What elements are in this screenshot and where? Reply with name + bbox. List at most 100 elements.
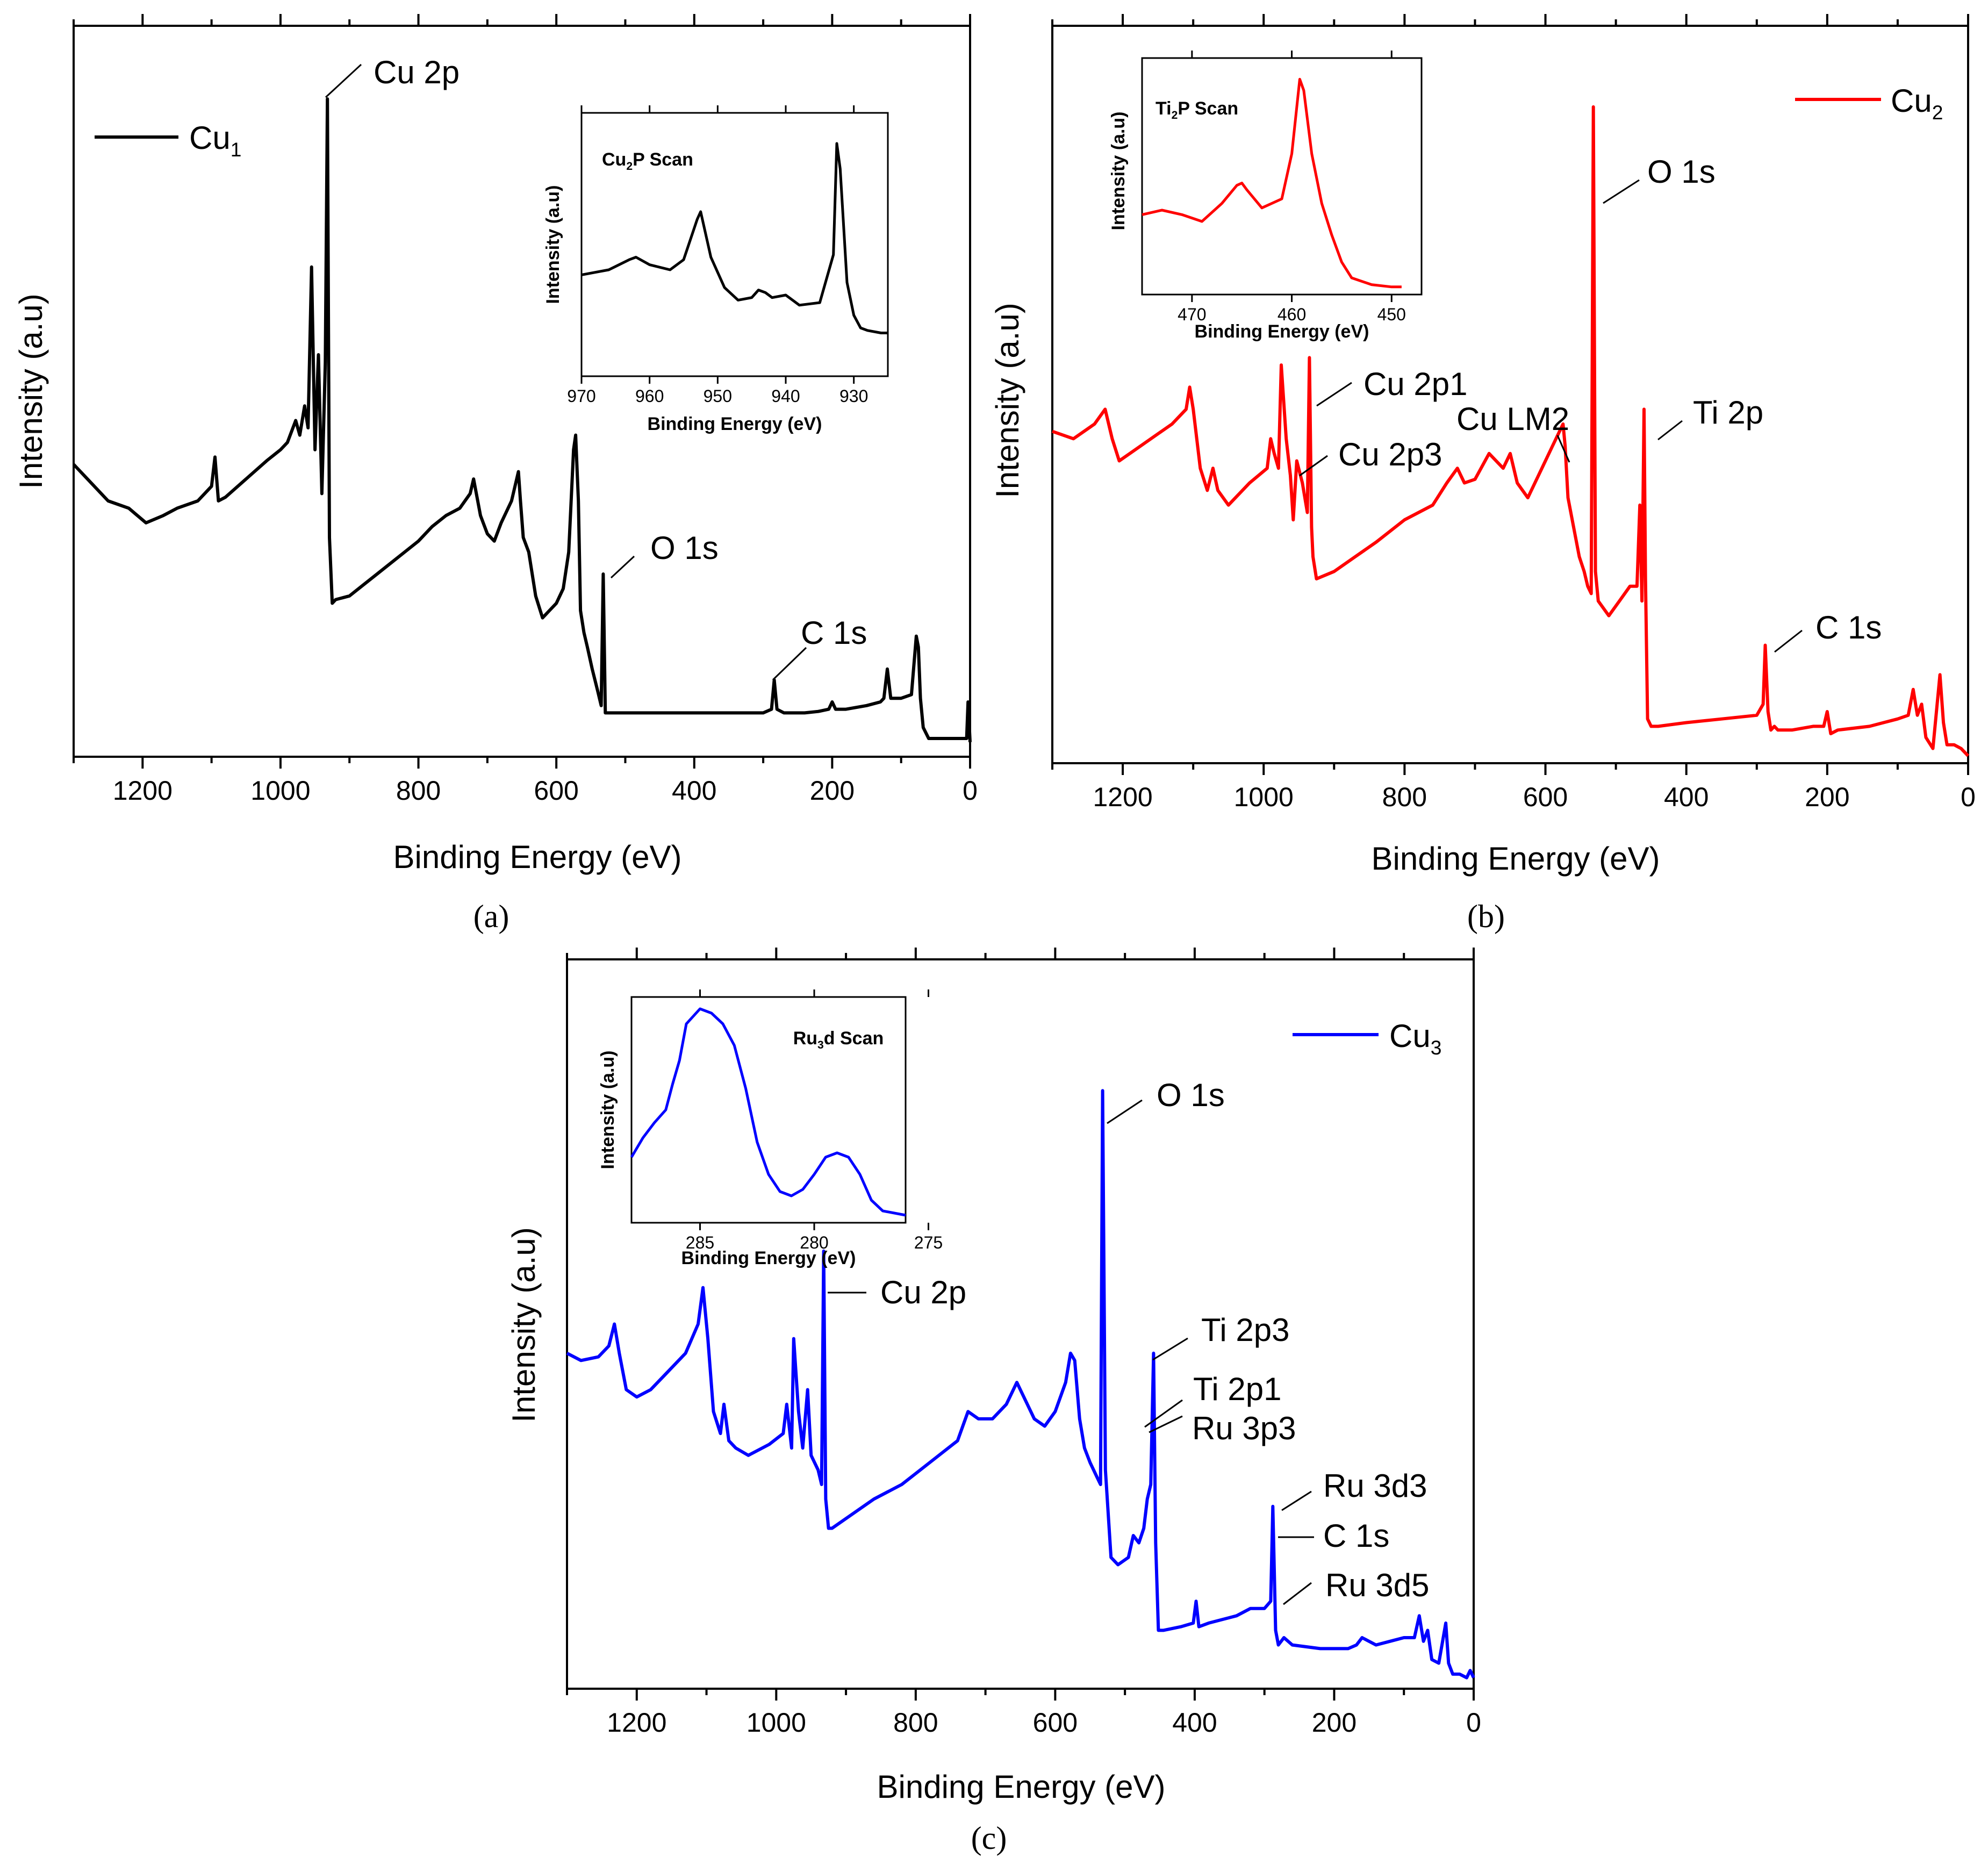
annotation-leader-o1s-b [1603, 179, 1640, 204]
x-tick-label-b-1200: 1200 [1093, 782, 1152, 812]
x-tick-label-b-600: 600 [1523, 782, 1568, 812]
annotation-ru3d5-c: Ru 3d5 [1325, 1567, 1429, 1603]
annotation-cu2p3-b: Cu 2p3 [1338, 436, 1442, 472]
x-tick-label-a-600: 600 [534, 776, 578, 806]
inset-x-axis-title-c: Binding Energy (eV) [681, 1248, 856, 1268]
annotation-leader-ti2p3-c [1152, 1337, 1188, 1361]
inset-y-axis-title-b: Intensity (a.u) [1108, 111, 1129, 230]
panel-label-a: (a) [473, 899, 509, 934]
annotation-o1s-b: O 1s [1647, 154, 1716, 190]
annotation-ru3d3-c: Ru 3d3 [1323, 1468, 1427, 1504]
x-tick-label-b-400: 400 [1664, 782, 1709, 812]
x-tick-label-a-800: 800 [396, 776, 441, 806]
annotation-o1s-c: O 1s [1157, 1077, 1225, 1113]
inset-x-axis-title-b: Binding Energy (eV) [1195, 321, 1369, 342]
inset-spectrum-line-c [630, 1007, 906, 1217]
x-tick-label-b-800: 800 [1382, 782, 1427, 812]
x-tick-label-c-600: 600 [1033, 1708, 1078, 1738]
inset-c: 285 280 275 Ru3d Scan Intensity (a.u) Bind… [598, 989, 943, 1268]
x-tick-label-a-1200: 1200 [113, 776, 173, 806]
y-axis-title-c: Intensity (a.u) [506, 1227, 542, 1423]
annotation-leader-ru3d3-c [1281, 1490, 1312, 1511]
inset-title-a: Cu2P Scan [602, 149, 693, 173]
inset-x-axis-title-a: Binding Energy (eV) [648, 414, 822, 434]
x-tick-label-c-200: 200 [1312, 1708, 1357, 1738]
plot-frame-b [1051, 25, 1969, 764]
annotation-ru3p3-c: Ru 3p3 [1192, 1410, 1296, 1446]
inset-b: 470 460 450 Ti2P Scan Intensity (a.u) Bind… [1108, 51, 1423, 342]
inset-x-tick-label-a-930: 930 [839, 386, 868, 406]
plot-frame-a [73, 25, 971, 758]
inset-title-b: Ti2P Scan [1156, 98, 1238, 121]
annotation-c1s-b: C 1s [1815, 609, 1882, 645]
inset-title-c: Ru3d Scan [793, 1028, 884, 1051]
x-tick-label-b-0: 0 [1961, 782, 1976, 812]
x-tick-label-c-400: 400 [1172, 1708, 1217, 1738]
annotation-leader-cu2p3-b [1299, 455, 1328, 477]
annotation-leader-cu2p1-b [1316, 382, 1352, 407]
panel-c: 1200 1000 800 600 400 200 0 Binding Energy (eV… [506, 948, 1481, 1856]
inset-x-tick-label-a-940: 940 [771, 386, 800, 406]
inset-frame-c [630, 996, 907, 1224]
x-tick-label-b-1000: 1000 [1234, 782, 1294, 812]
spectrum-line-cu1 [72, 97, 972, 742]
inset-x-ticks-b: 470 460 450 [1178, 51, 1406, 324]
inset-x-tick-label-c-275: 275 [914, 1233, 943, 1252]
inset-x-ticks-c: 285 280 275 [686, 989, 943, 1252]
annotation-leader-culm2-b [1556, 435, 1570, 463]
y-axis-title-a: Intensity (a.u) [13, 293, 49, 489]
x-tick-label-a-200: 200 [810, 776, 855, 806]
legend-label-c: Cu3 [1389, 1018, 1441, 1059]
annotation-o1s-a: O 1s [650, 530, 719, 566]
inset-x-ticks-a: 970 960 950 940 930 [567, 105, 868, 406]
inset-x-tick-label-b-470: 470 [1178, 305, 1206, 324]
spectrum-line-cu2 [1052, 105, 1970, 757]
annotation-cu2p1-b: Cu 2p1 [1363, 366, 1467, 402]
annotation-leader-ru3p3-c [1149, 1415, 1183, 1433]
inset-spectrum-line-b [1142, 77, 1402, 289]
annotation-ti2p-b: Ti 2p [1693, 394, 1763, 431]
x-tick-label-c-1000: 1000 [747, 1708, 806, 1738]
x-tick-label-c-0: 0 [1466, 1708, 1481, 1738]
spectrum-line-cu3 [566, 1089, 1475, 1680]
x-tick-label-a-0: 0 [963, 776, 978, 806]
inset-y-axis-title-a: Intensity (a.u) [543, 185, 563, 304]
annotation-leader-ru3d5-c [1283, 1582, 1312, 1605]
annotation-leader-c1s-b [1774, 629, 1803, 653]
annotation-leader-o1s-a [610, 555, 635, 579]
x-axis-title-a: Binding Energy (eV) [393, 839, 682, 875]
inset-x-tick-label-c-285: 285 [686, 1233, 714, 1252]
inset-x-tick-label-c-280: 280 [800, 1233, 828, 1252]
x-tick-label-c-1200: 1200 [607, 1708, 666, 1738]
panel-label-b: (b) [1467, 899, 1505, 934]
annotation-leader-ti2p1-c [1144, 1399, 1183, 1428]
x-ticks-c: 1200 1000 800 600 400 200 0 [566, 948, 1481, 1738]
plot-frame-c [566, 958, 1475, 1690]
legend-a: Cu1 [95, 120, 241, 161]
inset-x-tick-label-b-450: 450 [1377, 305, 1406, 324]
x-tick-label-a-1000: 1000 [250, 776, 310, 806]
x-axis-title-c: Binding Energy (eV) [877, 1769, 1166, 1805]
inset-x-tick-label-a-950: 950 [704, 386, 732, 406]
x-tick-label-c-800: 800 [893, 1708, 938, 1738]
legend-label-b: Cu2 [1891, 83, 1943, 124]
panel-b: 1200 1000 800 600 400 200 0 Binding Energy (eV… [989, 14, 1976, 934]
legend-c: Cu3 [1293, 1018, 1441, 1059]
annotation-c1s-a: C 1s [801, 615, 867, 651]
annotation-c1s-c: C 1s [1323, 1518, 1389, 1554]
inset-frame-a [580, 112, 889, 377]
inset-x-tick-label-a-960: 960 [635, 386, 664, 406]
x-ticks-a: 1200 1000 800 600 400 200 0 [73, 14, 978, 806]
legend-label-a: Cu1 [189, 120, 241, 161]
x-tick-label-a-400: 400 [672, 776, 716, 806]
x-tick-label-b-200: 200 [1805, 782, 1849, 812]
annotation-cu2p-c: Cu 2p [880, 1274, 966, 1310]
x-ticks-b: 1200 1000 800 600 400 200 0 [1051, 14, 1976, 812]
panel-label-c: (c) [971, 1820, 1007, 1856]
annotation-leader-o1s-c [1107, 1099, 1143, 1124]
annotation-culm2-b: Cu LM2 [1456, 401, 1569, 437]
panel-a: 1200 1000 800 600 400 200 0 Binding Energy (eV… [13, 14, 978, 934]
annotation-cu2p-a: Cu 2p [374, 54, 460, 90]
inset-a: 970 960 950 940 930 Cu2P Scan Intensity (a.u… [543, 105, 889, 434]
annotation-leader-cu2p-a [325, 63, 362, 98]
